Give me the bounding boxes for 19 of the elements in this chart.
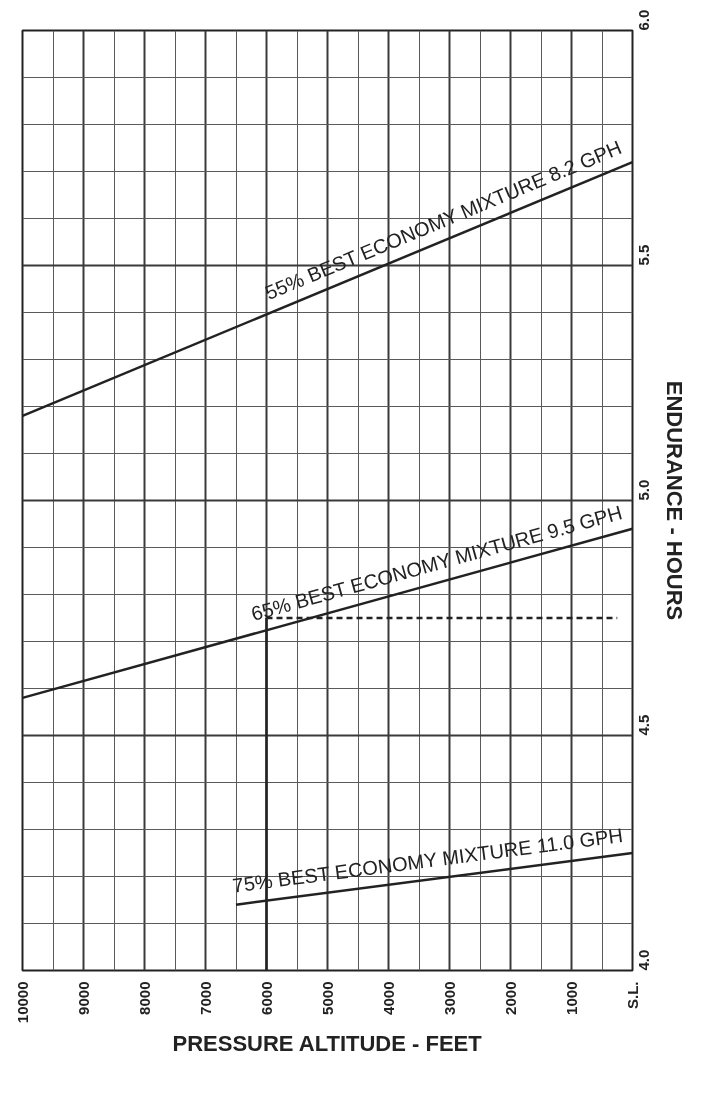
x-tick-label: 5000 [319, 981, 336, 1015]
y-tick-label: 5.0 [634, 479, 652, 501]
y-tick-label: 6.0 [634, 9, 652, 31]
y-tick-label: 4.0 [634, 949, 652, 971]
y-tick-label: 5.5 [634, 244, 652, 266]
x-tick-label: 9000 [75, 981, 92, 1015]
x-tick-label: 6000 [258, 981, 275, 1015]
y-tick-label: 4.5 [634, 714, 652, 736]
x-tick-label: 8000 [136, 981, 153, 1015]
x-tick-label: 1000 [563, 981, 580, 1015]
text: 75% BEST ECONOMY MIXTURE 11.0 GPH [231, 824, 624, 897]
x-tick-label: 3000 [441, 981, 458, 1015]
x-tick-label: 7000 [197, 981, 214, 1015]
x-tick-label: 4000 [380, 981, 397, 1015]
x-tick-label: 10000 [14, 981, 31, 1024]
x-tick-label: S.L. [624, 981, 641, 1009]
y-axis-title: ENDURANCE - HOURS [661, 380, 687, 621]
x-axis-title: PRESSURE ALTITUDE - FEET [172, 1031, 483, 1057]
x-tick-label: 2000 [502, 981, 519, 1015]
